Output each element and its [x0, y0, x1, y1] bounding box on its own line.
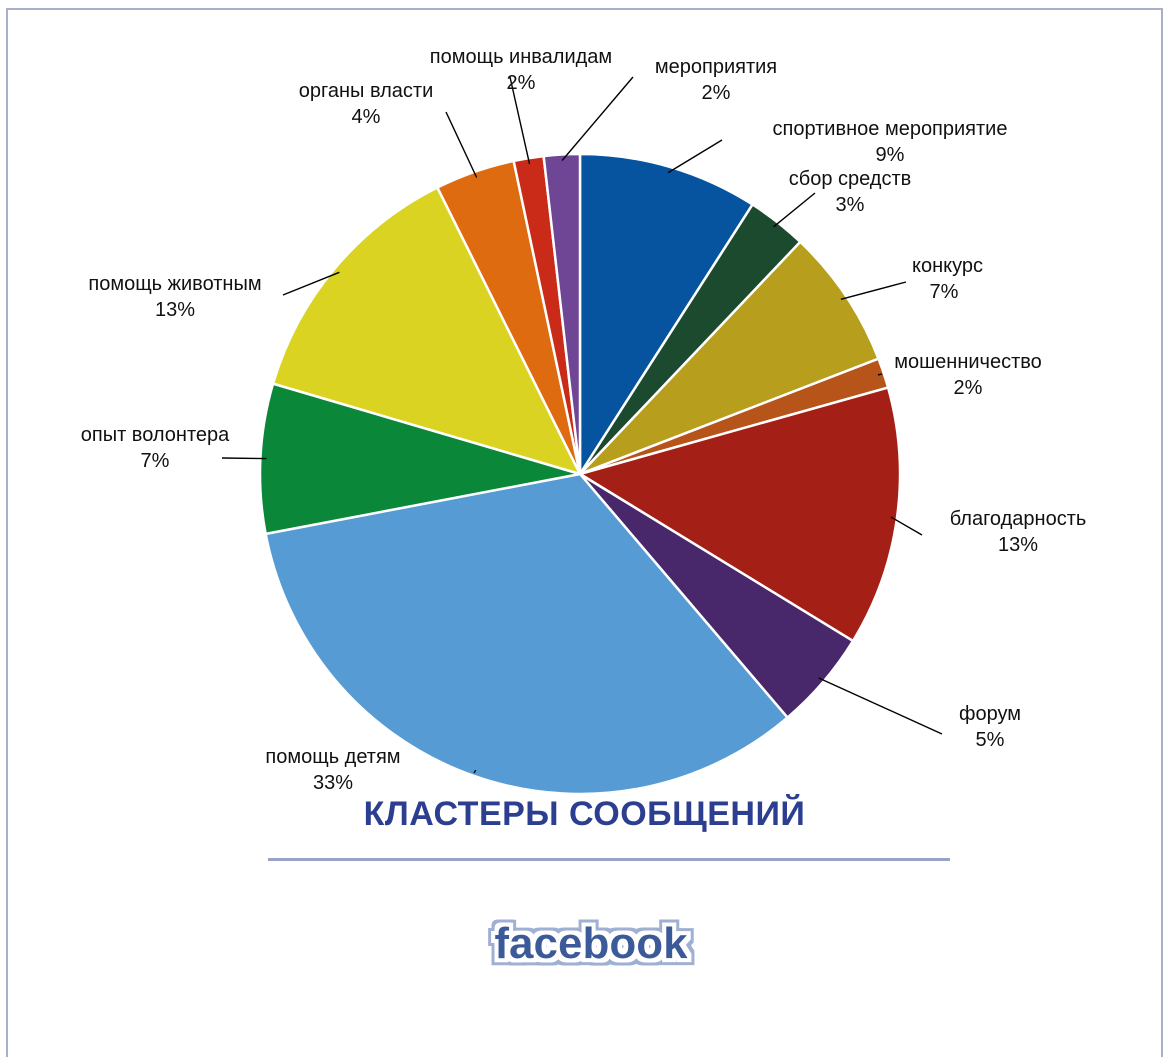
facebook-logo: facebook: [494, 919, 688, 968]
slice-percent-label: 7%: [930, 281, 959, 303]
slice-label: спортивное мероприятие: [773, 118, 1008, 140]
leader-line: [473, 769, 477, 774]
leader-line: [877, 373, 883, 376]
leader-lines: [221, 76, 943, 774]
slice-percent-label: 33%: [313, 772, 353, 794]
slice-label: помощь животным: [88, 273, 261, 295]
pie-slice: [264, 472, 790, 796]
pie-slice: [576, 385, 902, 643]
leader-line: [445, 111, 478, 178]
slice-label: органы власти: [299, 80, 434, 102]
chart-title: КЛАСТЕРЫ СООБЩЕНИЙ: [363, 795, 806, 833]
leader-line: [282, 271, 340, 296]
slice-label: форум: [959, 703, 1021, 725]
leader-line: [840, 281, 907, 300]
leader-line: [221, 457, 267, 460]
slice-percent-label: 2%: [507, 72, 536, 94]
slice-label: мероприятия: [655, 56, 777, 78]
pie-slice: [542, 152, 582, 475]
slice-label: помощь инвалидам: [430, 46, 612, 68]
leader-line: [509, 76, 531, 165]
slice-labels: спортивное мероприятие 9%сбор средств 3% ко…: [81, 46, 1087, 794]
slice-label: сбор средств: [789, 168, 912, 190]
leader-line: [890, 516, 923, 536]
pie-slice: [578, 152, 755, 479]
slice-percent-label: 9%: [876, 144, 905, 166]
slice-percent-label: 5%: [976, 729, 1005, 751]
title-divider: [268, 858, 950, 861]
slice-label: мошенничество: [894, 351, 1042, 373]
facebook-logo-text: facebook: [494, 919, 688, 968]
pie-slice: [579, 240, 881, 476]
slice-percent-label: 7%: [141, 450, 170, 472]
slice-percent-label: 13%: [155, 299, 195, 321]
slice-percent-label: 13%: [998, 534, 1038, 556]
leader-line: [818, 677, 943, 735]
slice-percent-label: 3%: [836, 194, 865, 216]
slice-label: благодарность: [950, 508, 1087, 530]
pie-slices: [258, 152, 902, 796]
leader-line: [773, 192, 816, 228]
pie-chart: спортивное мероприятие 9%сбор средств 3% ко…: [81, 46, 1087, 796]
slice-label: опыт волонтера: [81, 424, 230, 446]
leader-line: [561, 76, 634, 161]
slice-percent-label: 2%: [954, 377, 983, 399]
pie-slice: [271, 185, 583, 477]
leader-line: [667, 139, 723, 174]
slice-percent-label: 4%: [352, 106, 381, 128]
slice-label: конкурс: [912, 255, 983, 277]
slice-label: помощь детям: [265, 746, 400, 768]
slice-percent-label: 2%: [702, 82, 731, 104]
